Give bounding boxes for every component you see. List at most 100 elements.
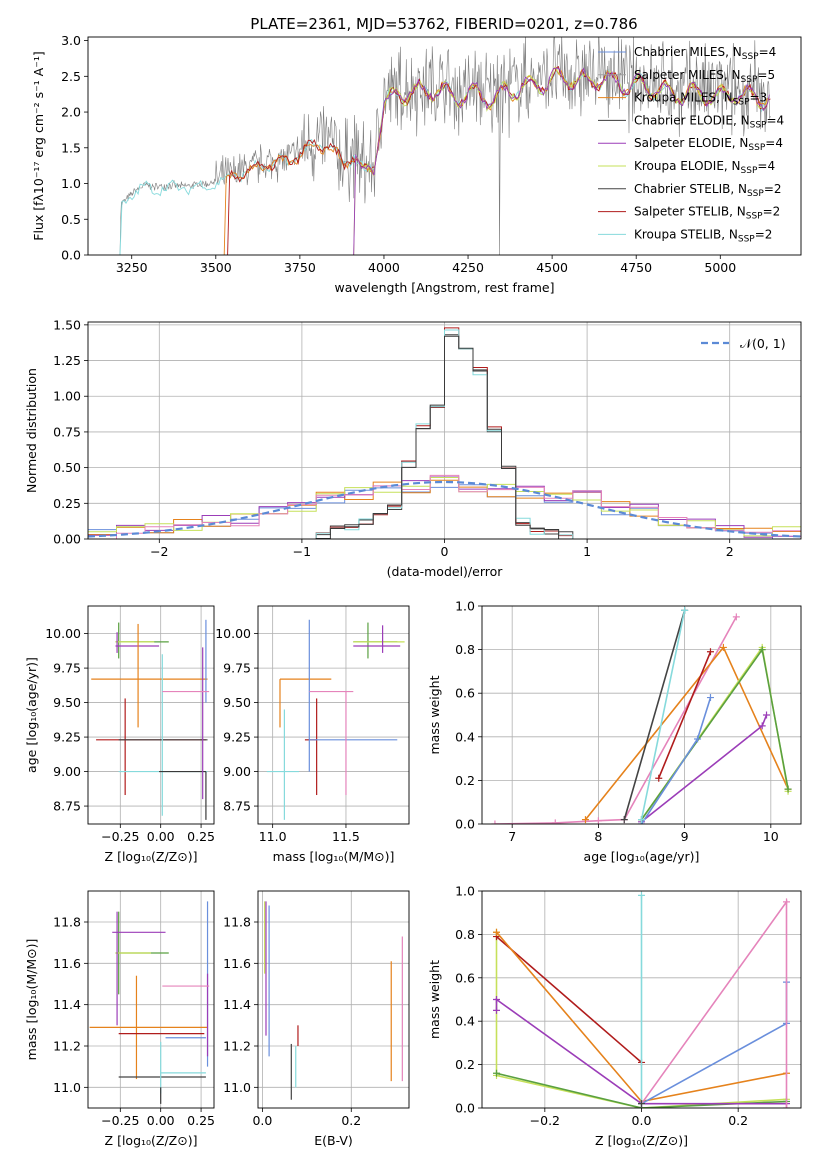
x-tick-label: 0.25 (187, 1113, 215, 1128)
legend-tail: =4 (765, 136, 783, 150)
errorbar (160, 1041, 206, 1094)
y-tick-label: 0.0 (61, 248, 81, 263)
legend-subscript: SSP (741, 75, 758, 85)
data-point (706, 694, 714, 702)
plot-area-weight-vs-Z (493, 891, 790, 1108)
spectrum-model-line (223, 66, 770, 255)
x-tick-label: 1 (583, 544, 591, 559)
y-axis-label: mass weight (427, 960, 442, 1039)
data-point (758, 722, 766, 730)
y-tick-label: 0.0 (455, 817, 475, 832)
y-tick-label: 11.4 (53, 997, 81, 1012)
data-point (784, 785, 792, 793)
x-tick-label: 11.0 (259, 829, 287, 844)
y-tick-label: 11.8 (53, 915, 81, 930)
legend-tail: =3 (750, 91, 768, 105)
data-point (594, 817, 602, 824)
data-point (783, 898, 790, 906)
y-axis-label: Normed distribution (24, 368, 39, 493)
y-tick-label: 1.0 (455, 599, 475, 614)
y-tick-label: 0.6 (455, 686, 475, 701)
data-point (758, 646, 766, 654)
x-tick-label: 4250 (452, 260, 484, 275)
x-tick-label: −0.25 (101, 1113, 139, 1128)
data-point (783, 1104, 790, 1108)
y-tick-label: 0.6 (455, 970, 475, 985)
spectrum-data-line (119, 37, 771, 255)
x-tick-label: −0.2 (530, 1113, 560, 1128)
legend-text: Kroupa ELODIE, N (634, 159, 741, 173)
y-tick-label: 1.5 (61, 140, 81, 155)
x-tick-label: 0.2 (728, 1113, 748, 1128)
plot-residuals: −2 −1 0 1 2 0.00 0.25 0.50 0.75 1.00 1.25 1.50 (data… (24, 317, 802, 579)
y-tick-label: 0.8 (455, 927, 475, 942)
histogram-narrow (315, 335, 573, 539)
x-tick-label: 0.2 (341, 1113, 361, 1128)
series-path (657, 651, 712, 779)
y-tick-label: 11.4 (223, 997, 251, 1012)
series-path (623, 610, 686, 820)
legend: 𝒩(0, 1) (701, 336, 786, 351)
figure-title: PLATE=2361, MJD=53762, FIBERID=0201, z=0… (250, 15, 637, 33)
errorbar (115, 632, 160, 653)
axes-frame (481, 605, 802, 825)
x-tick-label: 4000 (368, 260, 400, 275)
x-tick-label: 5000 (704, 260, 736, 275)
spectrum-model-line (353, 67, 770, 255)
x-tick-label: −2 (150, 544, 168, 559)
plot-age-vs-mass: 11.0 11.5 8.75 9.00 9.25 9.50 9.75 10.00 mass [l… (215, 605, 410, 864)
y-axis-label: age [log₁₀(age/yr)] (24, 657, 39, 773)
y-tick-label: 9.50 (223, 695, 251, 710)
x-tick-label: 4500 (536, 260, 568, 275)
data-point (581, 816, 589, 824)
x-tick-label: 10 (763, 829, 779, 844)
legend-tail: =2 (763, 205, 781, 219)
x-axis-label: (data-model)/error (387, 564, 504, 579)
y-tick-label: 9.00 (53, 764, 81, 779)
plot-weight-vs-age: 7 8 9 10 0.0 0.2 0.4 0.6 0.8 1.0 age [log₁₀(age/yr… (427, 599, 802, 864)
axes-frame (87, 605, 215, 825)
legend-label: Salpeter ELODIE, NSSP=4 (634, 136, 783, 153)
data-point (493, 1006, 500, 1014)
plot-mass-vs-Z: −0.25 0.00 0.25 11.0 11.2 11.4 11.6 11.8 Z [log₁… (24, 890, 215, 1148)
data-point (493, 928, 500, 936)
plot-area-weight-vs-age (491, 606, 792, 824)
data-point (551, 819, 559, 824)
legend-text: Salpeter MILES, N (634, 68, 741, 82)
y-axis-label: Flux [fλ10⁻¹⁷ erg cm⁻² s⁻¹ A⁻¹] (31, 51, 46, 240)
data-point (655, 774, 663, 782)
axes-frame (87, 36, 802, 256)
legend-subscript: SSP (748, 143, 765, 153)
legend-label: 𝒩(0, 1) (740, 336, 786, 351)
y-tick-label: 0.4 (455, 729, 475, 744)
x-axis-label: wavelength [Angstrom, rest frame] (334, 280, 554, 295)
legend-tail: =2 (755, 227, 773, 241)
data-point (638, 1100, 645, 1108)
legend-label: Salpeter MILES, NSSP=5 (634, 68, 775, 85)
series-line (638, 606, 689, 824)
y-tick-label: 0.25 (53, 496, 81, 511)
legend-subscript: SSP (741, 166, 758, 176)
plot-mass-vs-ebv: 0.0 0.2 11.0 11.2 11.4 11.6 11.8 E(B-V) (223, 890, 410, 1148)
legend-subscript: SSP (742, 52, 759, 62)
y-tick-label: 11.6 (53, 956, 81, 971)
errorbar (266, 709, 300, 820)
legend-label: Chabrier STELIB, NSSP=2 (634, 182, 782, 199)
axes-frame (87, 321, 802, 540)
x-axis-label: E(B-V) (314, 1133, 353, 1148)
y-tick-label: 2.5 (61, 69, 81, 84)
errorbar (353, 625, 401, 653)
histogram-broad (88, 474, 801, 539)
x-tick-label: 0.25 (187, 829, 215, 844)
x-axis-label: age [log₁₀(age/yr)] (584, 849, 700, 864)
x-tick-label: 3750 (284, 260, 316, 275)
y-tick-label: 0.4 (455, 1014, 475, 1029)
x-tick-label: −1 (293, 544, 311, 559)
errorbar (159, 770, 207, 820)
y-tick-label: 0.00 (53, 532, 81, 547)
axes-frame (87, 890, 215, 1109)
x-tick-label: 0.00 (147, 1113, 175, 1128)
legend-label: Kroupa STELIB, NSSP=2 (634, 227, 772, 244)
legend-text: Chabrier MILES, N (634, 45, 742, 59)
